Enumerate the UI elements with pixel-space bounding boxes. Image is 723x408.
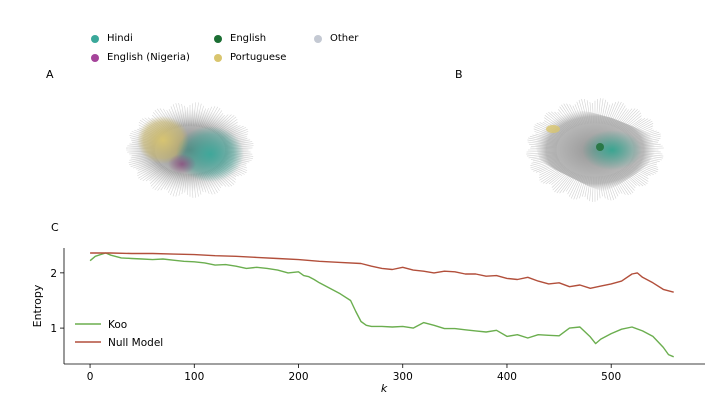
series-line-null-model xyxy=(90,252,674,293)
legend-item-english: English xyxy=(214,33,266,44)
x-tick-label: 0 xyxy=(87,371,94,383)
legend-label-english-nigeria: English (Nigeria) xyxy=(107,52,190,63)
network-graph-b xyxy=(526,98,664,202)
panel-label-a: A xyxy=(46,68,54,81)
legend-item-portuguese: Portuguese xyxy=(214,52,286,63)
legend-dot-other xyxy=(314,34,322,43)
entropy-chart: 0 100 200 300 400 500 1 2 k Entropy Koo Null M… xyxy=(31,248,705,395)
x-tick-label: 400 xyxy=(497,371,517,383)
y-tick-label: 2 xyxy=(50,268,57,280)
series-line-koo xyxy=(89,252,674,358)
legend-dot-english xyxy=(214,34,222,43)
network-b-portuguese-cluster xyxy=(546,125,560,133)
legend-item-english-nigeria: English (Nigeria) xyxy=(91,52,190,63)
x-tick-label: 300 xyxy=(393,371,413,383)
legend-item-other: Other xyxy=(314,33,358,44)
network-b-hindi-cluster xyxy=(582,130,642,170)
x-tick-label: 100 xyxy=(184,371,204,383)
x-tick-label: 200 xyxy=(288,371,308,383)
legend-dot-english-nigeria xyxy=(91,53,99,62)
legend-dot-portuguese xyxy=(214,53,222,62)
network-a-portuguese-cluster xyxy=(137,116,189,164)
legend-label-koo: Koo xyxy=(108,319,127,331)
legend-item-hindi: Hindi xyxy=(91,33,133,44)
x-axis-label: k xyxy=(381,382,388,395)
network-a-english-nigeria-cluster xyxy=(168,154,196,174)
x-tick-label: 500 xyxy=(601,371,621,383)
network-b-english-node xyxy=(596,143,604,151)
panel-label-b: B xyxy=(455,68,463,81)
legend-dot-hindi xyxy=(91,34,99,43)
network-graph-a xyxy=(126,102,254,198)
legend-label-hindi: Hindi xyxy=(107,33,133,44)
network-a-hindi-cluster xyxy=(176,126,244,182)
legend-label-null-model: Null Model xyxy=(108,337,163,349)
chart-legend: Koo Null Model xyxy=(75,319,163,349)
y-axis-label: Entropy xyxy=(31,284,44,327)
legend-label-english: English xyxy=(230,33,267,44)
legend-label-portuguese: Portuguese xyxy=(230,52,287,63)
legend-label-other: Other xyxy=(330,33,359,44)
y-tick-label: 1 xyxy=(50,323,57,335)
panel-label-c: C xyxy=(51,221,59,234)
